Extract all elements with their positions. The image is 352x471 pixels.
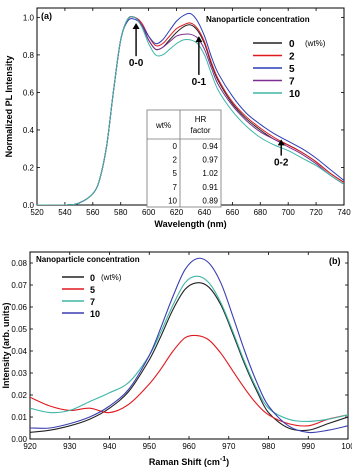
y-tick-label: 0.02 (11, 391, 27, 400)
x-tick-label: 940 (103, 442, 117, 451)
x-tick-label: 930 (63, 442, 77, 451)
y-tick-label: 0.07 (11, 281, 27, 290)
x-axis-label-end: ) (226, 457, 229, 467)
x-tick-label: 520 (30, 208, 44, 217)
y-tick-label: 0.8 (23, 51, 35, 60)
x-tick-label: 680 (254, 208, 268, 217)
x-tick-label: 100 (341, 442, 352, 451)
x-tick-label: 720 (309, 208, 323, 217)
panel-label: (b) (329, 256, 341, 266)
x-tick-label: 960 (182, 442, 196, 451)
x-tick-label: 600 (142, 208, 156, 217)
table-cell-wt: 5 (173, 169, 178, 178)
table-header-hr: HR (195, 115, 207, 124)
table-cell-hr: 0.89 (202, 196, 218, 205)
x-tick-label: 620 (170, 208, 184, 217)
chart-panel-a: 520 540 560 580 600 620 640 660 680 700 720 7400.00… (4, 7, 351, 229)
legend-label-0: 0 (289, 39, 295, 50)
legend-label-10: 10 (289, 89, 301, 100)
y-tick-label: 0.08 (11, 259, 27, 268)
x-tick-label: 700 (282, 208, 296, 217)
y-tick-label: 0.04 (11, 347, 27, 356)
y-tick-label: 0.2 (23, 163, 35, 172)
table-cell-wt: 2 (173, 156, 178, 165)
x-tick-label: 950 (143, 442, 157, 451)
legend-unit: (wt%) (101, 273, 122, 282)
series-group-b (30, 257, 348, 434)
legend-label-10: 10 (90, 309, 100, 319)
series-line-0-wt (30, 282, 348, 433)
series-group-a (37, 12, 344, 205)
y-tick-label: 1.0 (23, 13, 35, 22)
annotation-0-1: 0-1 (192, 77, 207, 88)
x-axis-label-sup: -1 (220, 456, 226, 463)
x-axis-label: Raman Shift (cm-1) (149, 456, 229, 467)
annotation-arrowhead-0-1 (195, 36, 203, 43)
legend-label-5: 5 (90, 285, 95, 295)
x-tick-label: 580 (114, 208, 128, 217)
y-axis-label: Intensity (arb. units) (1, 302, 11, 388)
legend-label-7: 7 (289, 77, 295, 88)
x-axis-label-text: Raman Shift (cm (149, 457, 220, 467)
annotation-arrowhead-0-0 (132, 23, 140, 30)
x-tick-label: 660 (226, 208, 240, 217)
table-cell-hr: 0.91 (202, 183, 218, 192)
y-tick-label: 0.03 (11, 369, 27, 378)
x-axis-label: Wavelength (nm) (154, 219, 226, 229)
legend-label-2: 2 (289, 52, 295, 63)
y-tick-label: 0.06 (11, 303, 27, 312)
x-tick-label: 980 (262, 442, 276, 451)
x-tick-label: 640 (198, 208, 212, 217)
y-tick-label: 0.6 (23, 88, 35, 97)
y-axis-label: Normalized PL Intensity (4, 56, 14, 158)
y-tick-label: 0.01 (11, 413, 27, 422)
y-tick-label: 0.00 (11, 435, 27, 444)
y-tick-label: 0.0 (23, 201, 35, 210)
table-cell-hr: 1.02 (202, 169, 218, 178)
x-tick-label: 970 (222, 442, 236, 451)
series-line-5-wt (30, 334, 348, 427)
y-tick-label: 0.4 (23, 126, 35, 135)
table-cell-wt: 10 (168, 196, 177, 205)
table-header-wt: wt% (155, 121, 171, 130)
chart-panel-b: 9209309409509609709809901000.000.010.020… (1, 251, 352, 467)
x-tick-label: 920 (23, 442, 37, 451)
annotation-0-0: 0-0 (129, 58, 144, 69)
legend-unit: (wt%) (305, 39, 326, 48)
table-cell-hr: 0.97 (202, 156, 218, 165)
x-tick-label: 540 (58, 208, 72, 217)
annotation-arrowhead-0-2 (277, 139, 285, 146)
legend-label-0: 0 (90, 273, 95, 283)
series-line-10-wt (37, 15, 344, 205)
y-tick-label: 0.05 (11, 325, 27, 334)
annotation-0-2: 0-2 (274, 158, 289, 169)
table-cell-wt: 7 (173, 183, 178, 192)
plot-frame (29, 251, 349, 440)
legend-label-5: 5 (289, 64, 295, 75)
table-cell-hr: 0.94 (202, 142, 218, 151)
x-tick-label: 740 (337, 208, 351, 217)
series-line-7-wt (30, 275, 348, 422)
panel-label: (a) (41, 11, 52, 21)
legend-title: Nanoparticle concentration (206, 15, 310, 24)
series-line-10-wt (30, 257, 348, 434)
hr-factor-table: wt% HR factor 0 0.94 2 0.97 5 1.02 7 0.91 10 0.89 (146, 109, 222, 208)
legend-title: Nanoparticle concentration (36, 255, 140, 264)
table-frame (146, 109, 222, 208)
legend-label-7: 7 (90, 297, 95, 307)
x-tick-label: 560 (86, 208, 100, 217)
table-cell-wt: 0 (173, 142, 178, 151)
table-header-factor: factor (190, 126, 210, 135)
x-tick-label: 990 (302, 442, 316, 451)
